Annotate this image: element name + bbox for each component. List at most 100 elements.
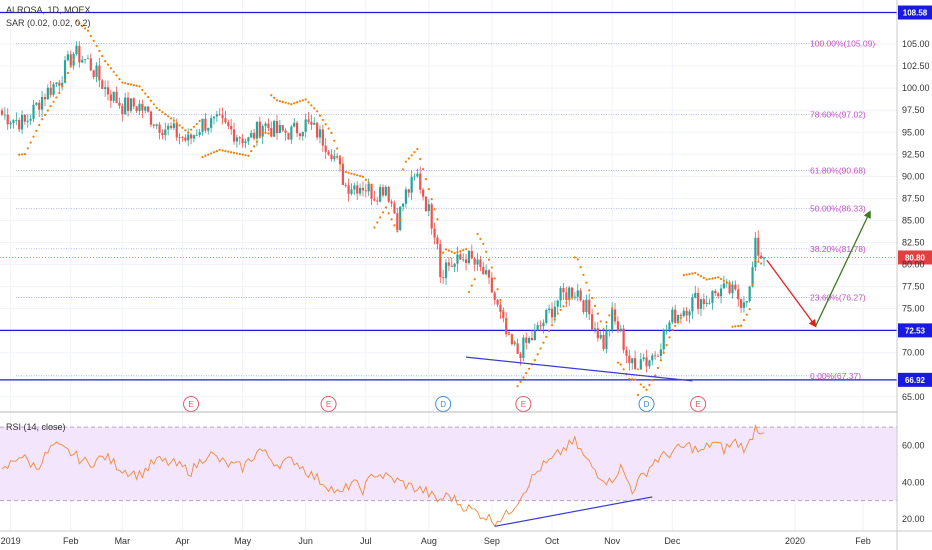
candle bbox=[473, 257, 476, 272]
event-marker[interactable]: E bbox=[690, 396, 707, 412]
candle-body bbox=[278, 125, 281, 134]
candle bbox=[482, 261, 485, 275]
sar-dot bbox=[358, 174, 362, 178]
candle-body bbox=[104, 87, 107, 89]
sar-dot bbox=[748, 307, 751, 311]
fib-level-label: 50.00%(86.33) bbox=[810, 204, 866, 214]
candle-body bbox=[682, 310, 685, 317]
price-tick-label: 100.00 bbox=[902, 83, 930, 93]
candle-body bbox=[264, 123, 267, 127]
sar-dot bbox=[38, 123, 41, 127]
candle-body bbox=[367, 183, 370, 192]
candle bbox=[648, 359, 651, 369]
candle bbox=[172, 117, 175, 130]
candle bbox=[613, 302, 617, 325]
drawings[interactable] bbox=[466, 210, 871, 382]
sar-dot bbox=[35, 129, 38, 132]
sar-dot bbox=[241, 153, 244, 156]
candle bbox=[235, 134, 239, 148]
candle-body bbox=[75, 45, 78, 54]
candle bbox=[433, 222, 436, 245]
candle-body bbox=[198, 132, 201, 136]
sar-dot bbox=[708, 277, 711, 281]
sar-dot bbox=[553, 318, 556, 321]
candle-body bbox=[636, 368, 640, 370]
sar-dot bbox=[576, 258, 579, 261]
sar-dot bbox=[72, 58, 75, 61]
candle-body bbox=[98, 65, 101, 81]
time-tick-label: Aug bbox=[421, 536, 437, 546]
fib-level-label: 78.60%(97.02) bbox=[810, 109, 866, 119]
candle bbox=[135, 105, 138, 113]
candle bbox=[241, 134, 244, 148]
candle bbox=[55, 82, 58, 87]
rsi-legend[interactable]: RSI (14, close) bbox=[6, 422, 66, 432]
sar-dot bbox=[224, 149, 227, 153]
candle-body bbox=[573, 296, 577, 298]
candle-body bbox=[336, 156, 339, 158]
sar-dot bbox=[467, 291, 471, 294]
sar-dot bbox=[444, 248, 448, 251]
sar-dot bbox=[284, 101, 287, 104]
candle-body bbox=[505, 318, 508, 335]
candle-body bbox=[470, 250, 473, 259]
candle bbox=[676, 314, 680, 325]
candle bbox=[722, 275, 725, 289]
price-tick-label: 65.00 bbox=[902, 392, 925, 402]
candle-body bbox=[295, 122, 299, 134]
candle bbox=[310, 114, 313, 131]
sar-dot bbox=[124, 82, 127, 85]
candle-body bbox=[298, 133, 302, 137]
candle bbox=[370, 183, 373, 206]
event-marker[interactable]: D bbox=[435, 396, 452, 412]
sar-dot bbox=[46, 109, 49, 112]
event-marker[interactable]: E bbox=[183, 396, 200, 412]
candle-body bbox=[605, 330, 608, 350]
sar-dot bbox=[628, 377, 631, 380]
candle bbox=[353, 182, 356, 196]
candle bbox=[83, 58, 87, 64]
candle bbox=[436, 234, 439, 250]
sar-dot bbox=[697, 273, 700, 276]
sar-dot bbox=[32, 135, 35, 138]
candle bbox=[144, 105, 147, 114]
candle-body bbox=[155, 124, 158, 126]
event-marker[interactable]: D bbox=[638, 396, 655, 412]
sar-dot bbox=[347, 171, 350, 174]
horizontal-levels[interactable]: 108.58 72.53 66.92 80.80 bbox=[0, 5, 932, 387]
event-marker[interactable]: E bbox=[515, 396, 532, 412]
candle bbox=[290, 124, 293, 145]
sar-dot bbox=[321, 118, 324, 122]
sar-dot bbox=[717, 276, 720, 279]
sar-dot bbox=[407, 157, 410, 160]
candle-body bbox=[78, 45, 81, 63]
sar-dot bbox=[728, 282, 731, 286]
sar-dot bbox=[204, 154, 207, 157]
sar-dot bbox=[516, 385, 519, 388]
sar-dot bbox=[52, 100, 55, 103]
candle-body bbox=[370, 183, 373, 199]
sar-dot bbox=[510, 336, 514, 339]
candle bbox=[267, 118, 270, 132]
candle bbox=[416, 168, 419, 178]
candle-body bbox=[485, 270, 488, 275]
sar-legend[interactable]: SAR (0.02, 0.02, 0.2) bbox=[6, 18, 91, 28]
price-tick-label: 105.00 bbox=[902, 39, 930, 49]
candle-body bbox=[407, 189, 410, 193]
symbol-legend[interactable]: ALROSA, 1D, MOEX bbox=[6, 5, 91, 15]
forecast-arrow bbox=[766, 259, 817, 328]
event-marker[interactable]: E bbox=[320, 396, 337, 412]
sar-dot bbox=[367, 181, 370, 184]
candle bbox=[751, 261, 754, 288]
candle-body bbox=[9, 122, 12, 125]
sar-dot bbox=[215, 149, 218, 153]
sar-dot bbox=[336, 147, 339, 150]
candle-body bbox=[576, 290, 579, 297]
candle-body bbox=[316, 122, 319, 138]
candle bbox=[745, 300, 748, 308]
candle bbox=[324, 138, 327, 159]
candle-body bbox=[201, 118, 204, 133]
